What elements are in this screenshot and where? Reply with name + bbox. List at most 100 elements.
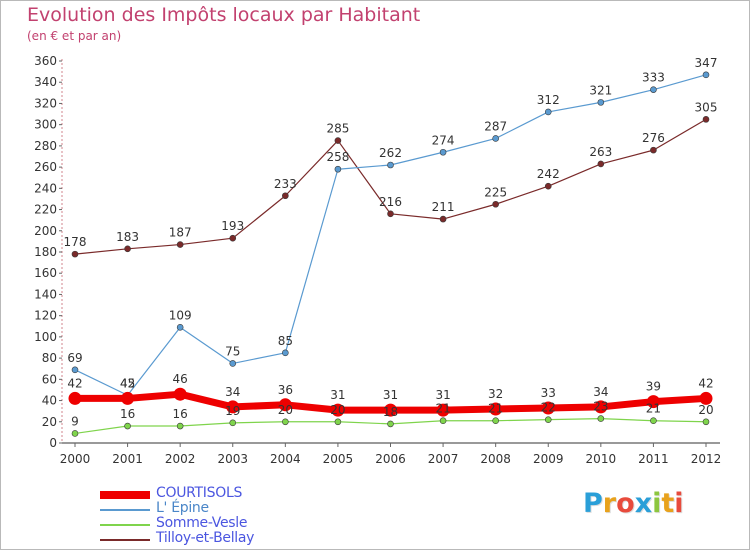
data-point bbox=[492, 200, 499, 208]
logo-letter: t bbox=[661, 488, 675, 519]
data-point bbox=[544, 182, 552, 190]
data-label: 33 bbox=[541, 386, 556, 400]
chart-subtitle: (en € et par an) bbox=[27, 29, 122, 43]
x-tick-label: 2009 bbox=[533, 452, 564, 466]
data-label: 75 bbox=[225, 344, 240, 358]
logo-letter: i bbox=[652, 488, 662, 519]
legend-label: Somme-Vesle bbox=[156, 515, 248, 531]
data-label: 183 bbox=[116, 230, 139, 244]
data-label: 34 bbox=[225, 385, 240, 399]
legend: COURTISOLS L' Épine Somme-Vesle Tilloy-et-B… bbox=[100, 485, 360, 547]
data-point bbox=[702, 116, 710, 123]
data-point bbox=[334, 137, 342, 144]
data-label: 31 bbox=[383, 388, 398, 402]
legend-label: Tilloy-et-Bellay bbox=[156, 530, 255, 546]
y-tick-label: 140 bbox=[34, 287, 57, 301]
y-tick-label: 60 bbox=[42, 372, 57, 386]
y-tick-label: 120 bbox=[34, 309, 57, 323]
data-label: 258 bbox=[326, 150, 349, 164]
data-point bbox=[436, 403, 450, 417]
y-tick-label: 300 bbox=[34, 118, 57, 132]
logo-letter: i bbox=[674, 488, 684, 519]
data-point bbox=[439, 148, 447, 156]
legend-item: Somme-Vesle bbox=[100, 515, 360, 532]
data-point bbox=[597, 99, 605, 106]
data-label: 263 bbox=[589, 145, 612, 159]
proxiti-logo: Proxiti bbox=[583, 488, 684, 519]
x-tick-label: 2011 bbox=[638, 452, 669, 466]
data-point bbox=[387, 210, 394, 218]
data-point bbox=[544, 108, 552, 116]
y-tick-label: 220 bbox=[34, 203, 57, 217]
data-point bbox=[650, 86, 657, 93]
data-label: 193 bbox=[221, 219, 244, 233]
data-label: 233 bbox=[274, 177, 297, 191]
y-tick-label: 260 bbox=[34, 160, 57, 174]
data-point bbox=[176, 241, 184, 248]
data-label: 225 bbox=[484, 185, 507, 199]
data-label: 46 bbox=[173, 372, 188, 386]
data-label: 262 bbox=[379, 146, 402, 160]
x-tick-label: 2002 bbox=[165, 452, 196, 466]
data-label: 312 bbox=[537, 93, 560, 107]
x-tick-label: 2001 bbox=[112, 452, 143, 466]
data-point bbox=[387, 161, 394, 169]
data-label: 23 bbox=[593, 400, 608, 414]
data-label: 39 bbox=[646, 380, 661, 394]
y-tick-label: 200 bbox=[34, 224, 57, 238]
data-label: 276 bbox=[642, 131, 665, 145]
legend-label: COURTISOLS bbox=[156, 485, 243, 501]
legend-swatch bbox=[100, 539, 150, 541]
legend-item: COURTISOLS bbox=[100, 485, 360, 502]
data-label: 9 bbox=[71, 414, 79, 428]
data-label: 285 bbox=[326, 122, 349, 136]
y-tick-label: 0 bbox=[49, 436, 57, 450]
x-tick-label: 2003 bbox=[217, 452, 248, 466]
data-label: 22 bbox=[541, 401, 556, 415]
data-label: 42 bbox=[120, 376, 135, 390]
data-point bbox=[492, 417, 499, 425]
data-point bbox=[384, 403, 397, 417]
data-label: 305 bbox=[695, 100, 718, 114]
data-label: 178 bbox=[64, 235, 87, 249]
data-label: 20 bbox=[330, 403, 345, 417]
x-tick-label: 2006 bbox=[375, 452, 406, 466]
data-point bbox=[176, 324, 184, 331]
data-point bbox=[71, 250, 79, 258]
x-tick-label: 2005 bbox=[323, 452, 354, 466]
logo-letter: P bbox=[583, 488, 603, 519]
y-tick-label: 240 bbox=[34, 181, 57, 195]
data-point bbox=[594, 400, 608, 414]
data-point bbox=[597, 160, 605, 168]
data-label: 34 bbox=[593, 385, 608, 399]
data-label: 16 bbox=[120, 407, 135, 421]
legend-swatch bbox=[100, 491, 150, 499]
data-label: 211 bbox=[432, 200, 455, 214]
y-tick-label: 100 bbox=[34, 330, 57, 344]
legend-label: L' Épine bbox=[156, 500, 209, 516]
data-label: 21 bbox=[488, 402, 503, 416]
data-point bbox=[492, 135, 499, 142]
legend-item: L' Épine bbox=[100, 500, 360, 517]
x-tick-label: 2012 bbox=[691, 452, 722, 466]
data-label: 21 bbox=[435, 402, 450, 416]
y-tick-label: 160 bbox=[34, 266, 57, 280]
data-label: 69 bbox=[67, 351, 82, 365]
data-point bbox=[650, 146, 657, 154]
data-label: 21 bbox=[646, 402, 661, 416]
data-label: 42 bbox=[67, 376, 82, 390]
data-point bbox=[229, 419, 237, 427]
data-point bbox=[387, 420, 394, 428]
x-tick-label: 2004 bbox=[270, 452, 301, 466]
data-point bbox=[699, 391, 713, 405]
y-tick-label: 20 bbox=[42, 415, 57, 429]
data-point bbox=[646, 395, 660, 409]
data-label: 274 bbox=[432, 133, 455, 147]
data-point bbox=[597, 415, 605, 422]
data-label: 321 bbox=[589, 83, 612, 97]
data-point bbox=[121, 391, 135, 405]
data-label: 216 bbox=[379, 195, 402, 209]
logo-letter: x bbox=[634, 488, 653, 519]
data-label: 109 bbox=[169, 308, 192, 322]
